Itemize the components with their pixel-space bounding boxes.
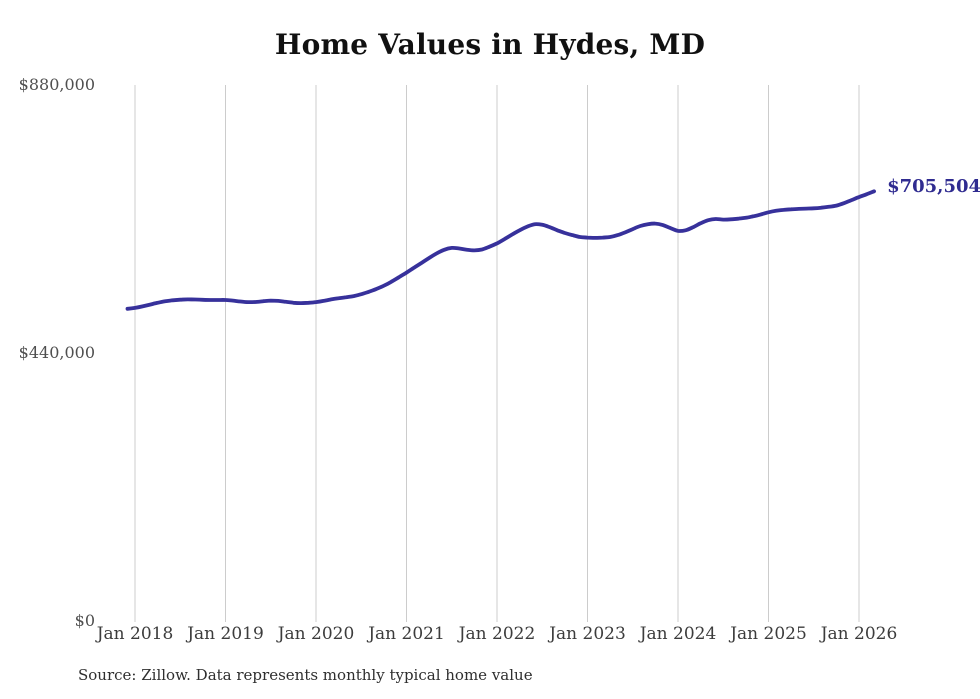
home-value-line-series — [125, 189, 876, 311]
x-axis-label: Jan 2026 — [820, 624, 898, 644]
x-axis-label: Jan 2025 — [730, 624, 807, 644]
x-axis-label: Jan 2023 — [549, 624, 626, 644]
x-axis-label: Jan 2019 — [187, 624, 264, 644]
y-axis-label: $880,000 — [18, 75, 95, 94]
source-note: Source: Zillow. Data represents monthly … — [78, 666, 533, 684]
x-axis-label: Jan 2021 — [368, 624, 445, 644]
y-axis-label: $0 — [74, 611, 95, 630]
chart-title: Home Values in Hydes, MD — [274, 28, 706, 61]
x-axis-label: Jan 2022 — [458, 624, 536, 644]
x-axis-label: Jan 2020 — [277, 624, 355, 644]
x-axis-label: Jan 2024 — [639, 624, 717, 644]
x-axis-label: Jan 2018 — [96, 624, 174, 644]
latest-value-label: $705,504 — [887, 176, 980, 198]
y-axis-label: $440,000 — [18, 343, 95, 362]
